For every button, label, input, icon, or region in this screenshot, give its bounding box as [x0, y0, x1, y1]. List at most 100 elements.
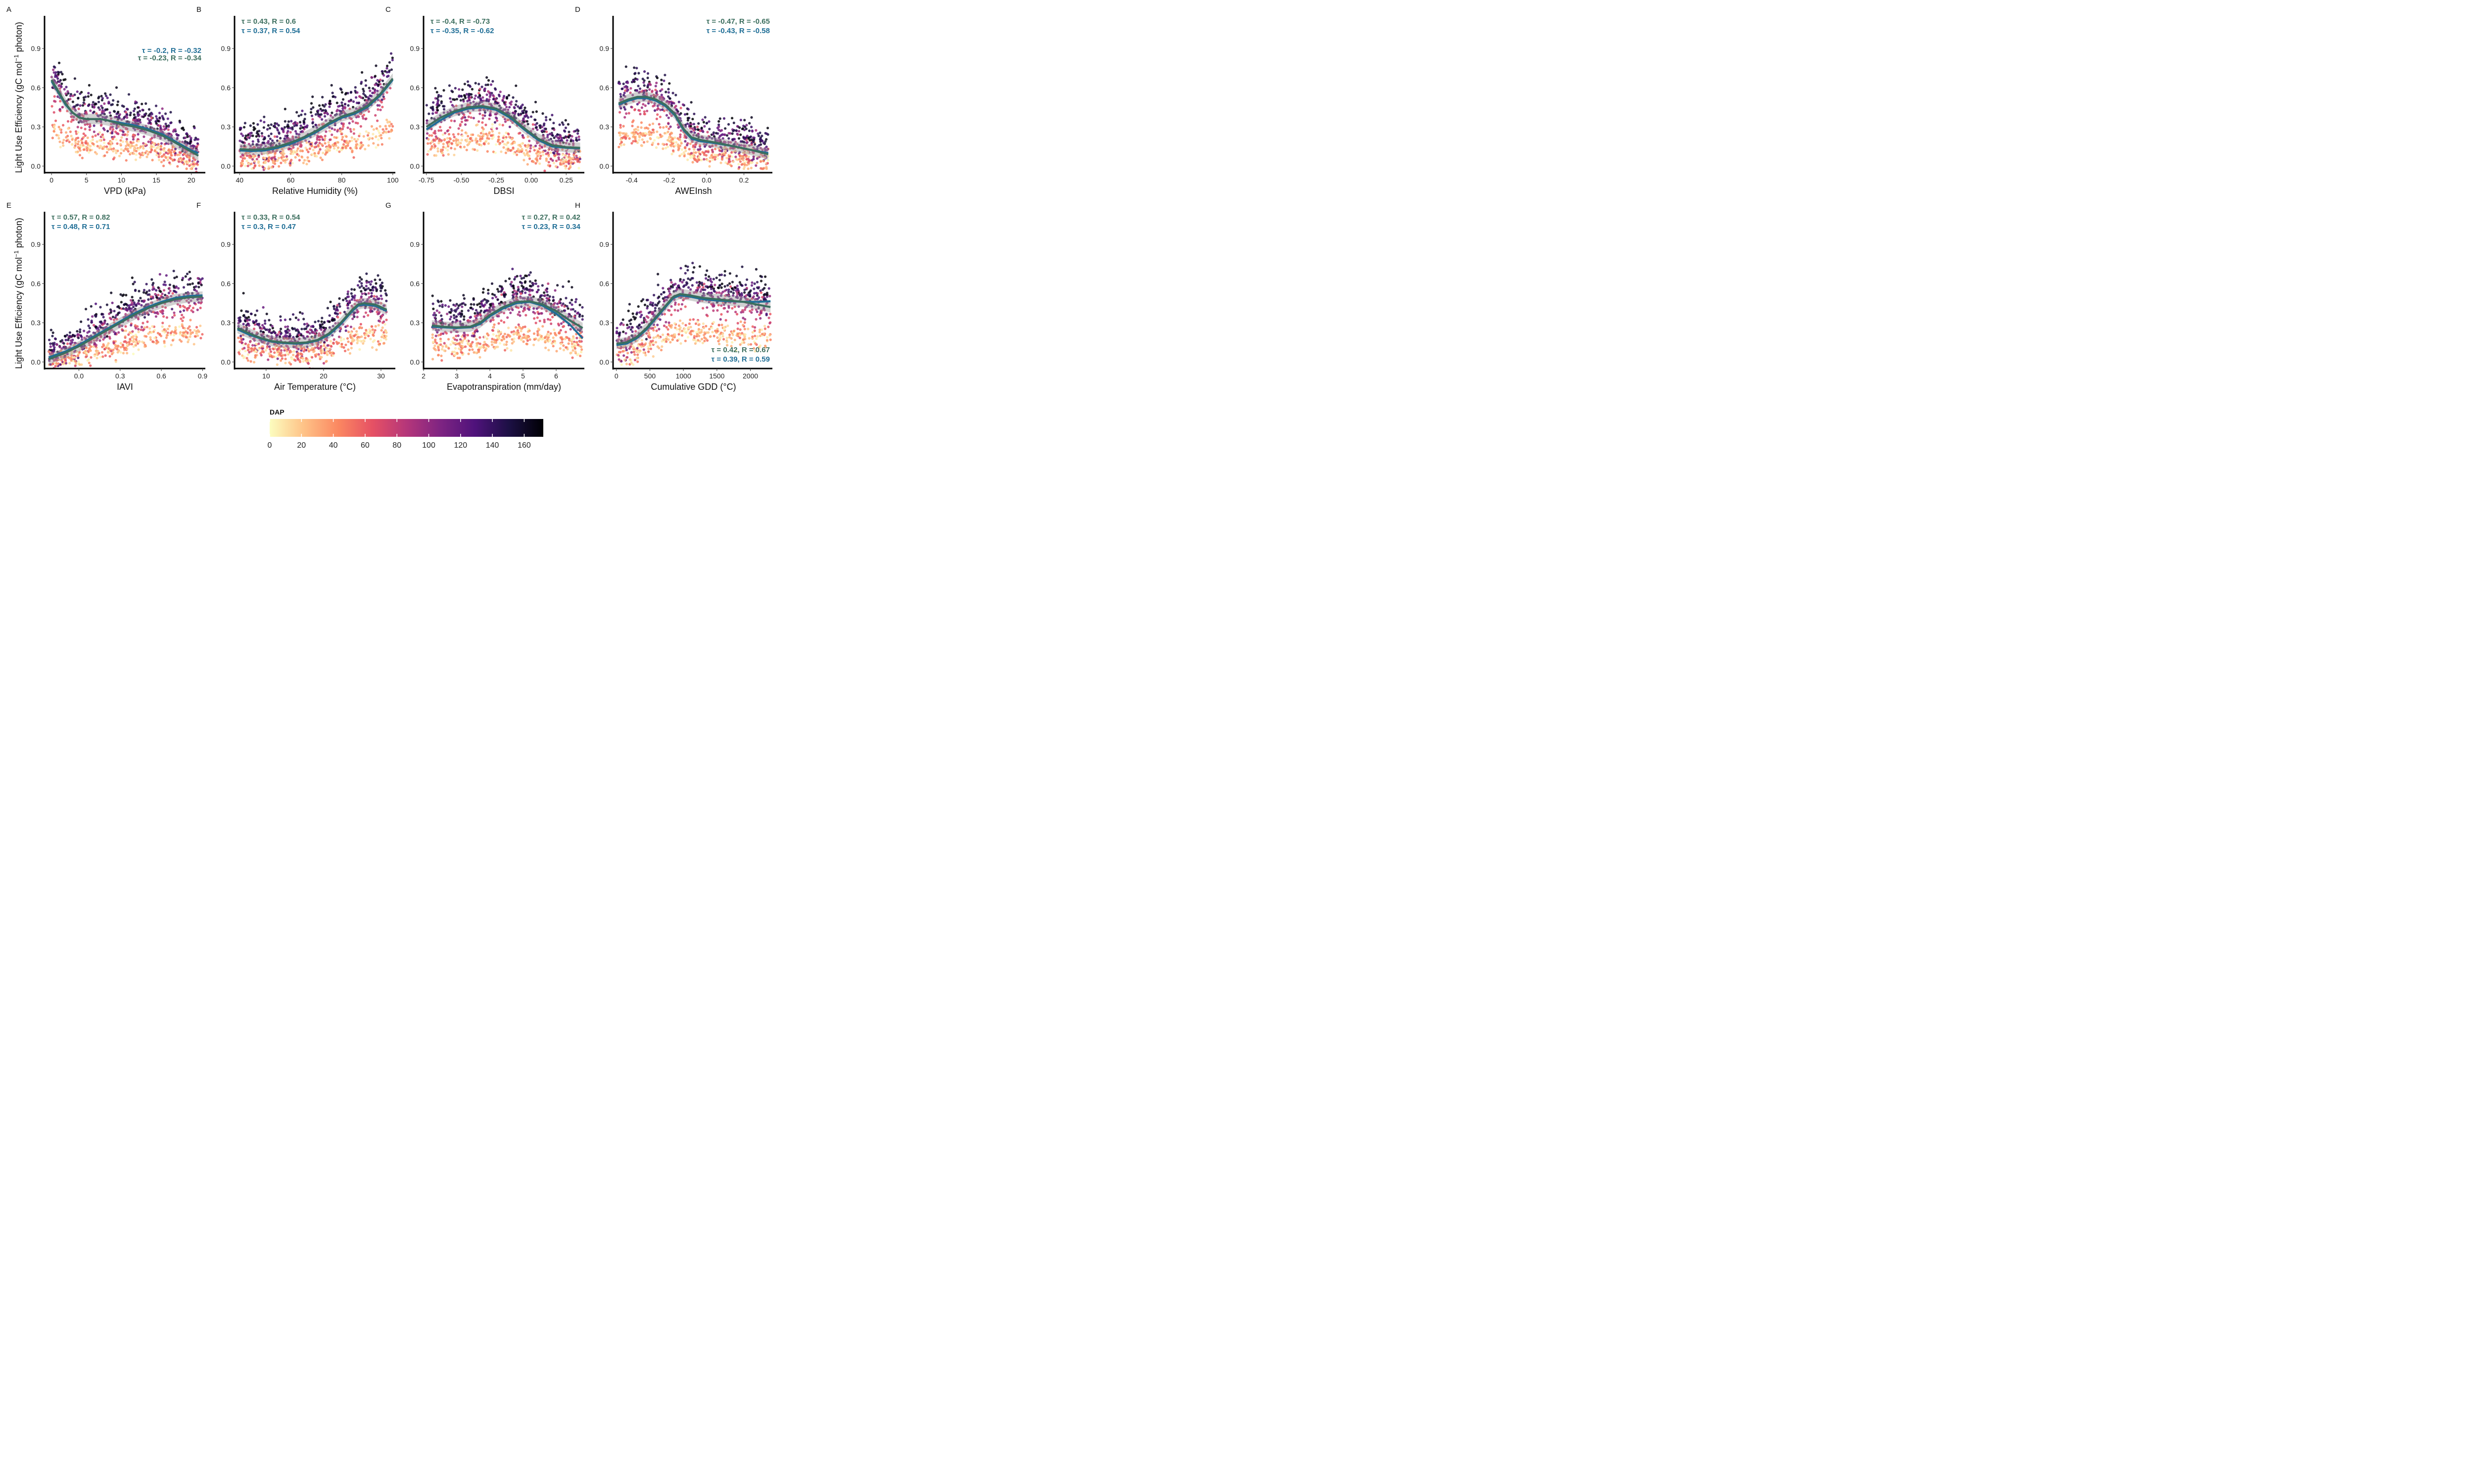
- data-point: [77, 356, 80, 359]
- data-point: [380, 86, 383, 89]
- data-point: [163, 340, 166, 343]
- data-point: [529, 144, 532, 147]
- data-point: [699, 129, 702, 133]
- data-point: [434, 154, 438, 157]
- data-point: [147, 114, 150, 117]
- data-point: [60, 82, 63, 85]
- data-point: [734, 149, 737, 153]
- data-point: [450, 119, 453, 122]
- data-point: [269, 174, 271, 177]
- data-point: [368, 280, 371, 283]
- data-point: [252, 122, 255, 125]
- data-point: [81, 104, 85, 107]
- data-point: [507, 149, 510, 152]
- data-point: [291, 126, 294, 129]
- data-point: [564, 130, 567, 133]
- data-point: [681, 103, 684, 106]
- data-point: [724, 146, 727, 149]
- data-point: [289, 149, 292, 152]
- data-point: [386, 64, 389, 67]
- data-point: [139, 110, 142, 113]
- data-point: [290, 144, 293, 147]
- data-point: [488, 102, 491, 105]
- data-point: [106, 147, 109, 150]
- data-point: [241, 162, 244, 165]
- data-point: [148, 121, 151, 124]
- data-point: [150, 301, 153, 304]
- data-point: [238, 340, 241, 343]
- data-point: [124, 313, 127, 316]
- data-point: [703, 151, 706, 154]
- data-point: [667, 116, 670, 119]
- data-point: [661, 108, 664, 111]
- data-point: [353, 288, 356, 291]
- data-point: [138, 299, 141, 302]
- data-point: [92, 345, 95, 348]
- data-point: [62, 363, 65, 366]
- ylabel-before: Light Use Efficiency (gC mol: [14, 257, 24, 369]
- data-point: [272, 150, 275, 153]
- data-point: [761, 167, 764, 170]
- data-point: [535, 158, 539, 162]
- data-point: [324, 149, 328, 152]
- data-point: [491, 80, 494, 83]
- data-point: [743, 163, 746, 166]
- data-point: [447, 140, 451, 143]
- data-point: [51, 86, 54, 89]
- data-point: [670, 104, 673, 107]
- data-point: [354, 86, 357, 89]
- x-tick-label: 20: [188, 176, 195, 184]
- data-point: [61, 141, 64, 144]
- data-point: [143, 288, 146, 292]
- data-point: [437, 93, 440, 96]
- data-point: [155, 289, 158, 292]
- data-point: [381, 297, 383, 300]
- data-point: [380, 294, 382, 297]
- data-point: [632, 133, 635, 136]
- data-point: [467, 142, 471, 145]
- data-point: [163, 147, 166, 150]
- data-point: [689, 127, 692, 130]
- data-point: [189, 277, 192, 280]
- data-point: [243, 122, 246, 125]
- data-point: [252, 361, 256, 364]
- data-point: [115, 138, 118, 141]
- data-point: [680, 153, 683, 156]
- data-point: [460, 139, 463, 141]
- data-point: [66, 353, 69, 356]
- data-point: [311, 325, 315, 327]
- data-point: [690, 131, 693, 134]
- data-point: [481, 135, 484, 138]
- y-tick-label: 0.6: [221, 84, 231, 92]
- data-point: [324, 135, 327, 138]
- data-point: [103, 154, 106, 157]
- data-point: [174, 153, 177, 156]
- data-point: [53, 79, 56, 82]
- data-point: [197, 301, 200, 304]
- data-point: [326, 344, 329, 347]
- data-point: [279, 137, 282, 139]
- data-point: [96, 337, 99, 340]
- x-tick-label: 80: [338, 176, 346, 184]
- data-point: [375, 295, 379, 298]
- x-tick-label: 0.00: [524, 176, 538, 184]
- data-point: [463, 83, 467, 86]
- data-point: [129, 338, 132, 341]
- data-point: [569, 165, 572, 168]
- data-point: [306, 156, 309, 159]
- data-point: [264, 144, 267, 148]
- data-point: [572, 153, 575, 156]
- data-point: [698, 158, 701, 161]
- data-point: [619, 95, 622, 98]
- data-point: [106, 108, 109, 111]
- data-point: [498, 104, 501, 107]
- data-point: [166, 158, 169, 161]
- data-point: [61, 339, 64, 342]
- data-point: [694, 158, 697, 161]
- data-point: [299, 149, 302, 152]
- data-point: [535, 110, 538, 113]
- data-point: [365, 284, 368, 288]
- stat-annotation-blue: τ = -0.35, R = -0.62: [430, 27, 494, 35]
- data-point: [58, 128, 61, 131]
- data-point: [692, 144, 695, 147]
